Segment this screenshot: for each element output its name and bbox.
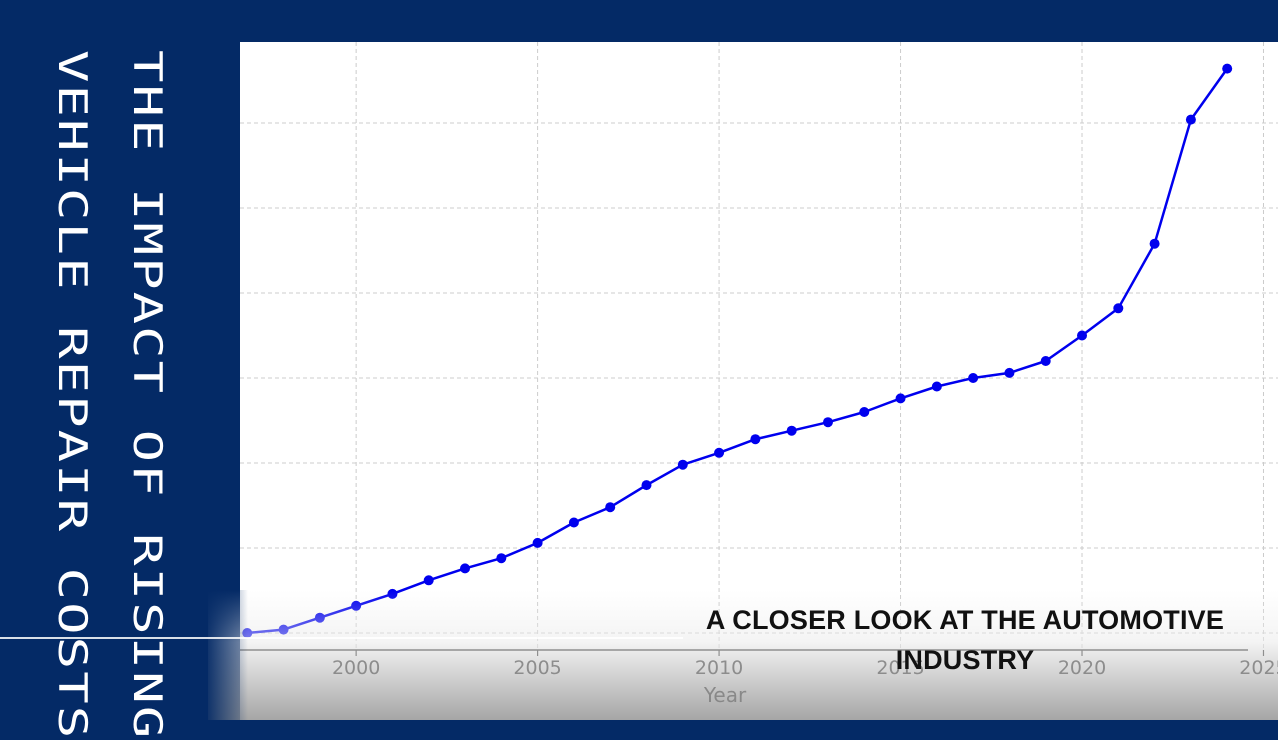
title-line-1: THE IMPACT OF RISING — [124, 50, 171, 740]
data-point-2008 — [641, 480, 652, 491]
data-point-2017 — [968, 373, 979, 383]
data-point-2016 — [931, 381, 942, 392]
x-tick-label-2025: 2025 — [1239, 657, 1278, 679]
data-point-2010 — [714, 447, 725, 458]
data-point-1999 — [314, 612, 325, 623]
data-point-2023 — [1185, 114, 1196, 125]
data-point-2020 — [1077, 330, 1088, 341]
data-point-2012 — [786, 425, 797, 436]
x-tick-label-2005: 2005 — [513, 657, 561, 679]
data-point-2002 — [423, 575, 434, 586]
data-point-2006 — [568, 517, 579, 528]
x-axis-label: Year — [703, 683, 747, 707]
data-point-2001 — [387, 588, 398, 599]
data-point-2024 — [1222, 63, 1233, 74]
series-line — [247, 67, 1229, 635]
data-point-2018 — [1004, 367, 1015, 378]
vertical-title: THE IMPACT OF RISING VEHICLE REPAIR COST… — [22, 50, 197, 740]
data-point-2003 — [460, 563, 471, 574]
data-point-2007 — [605, 502, 616, 513]
subtitle: A CLOSER LOOK AT THE AUTOMOTIVE INDUSTRY — [705, 605, 1225, 675]
data-point-2011 — [750, 434, 761, 445]
data-point-2004 — [496, 553, 507, 564]
data-point-2000 — [351, 600, 362, 611]
data-point-2009 — [677, 459, 688, 470]
data-point-2013 — [822, 417, 833, 428]
data-point-2019 — [1040, 356, 1051, 366]
data-point-1998 — [278, 624, 289, 635]
data-point-2021 — [1113, 303, 1124, 314]
x-tick-label-2000: 2000 — [332, 657, 380, 679]
left-banner — [0, 0, 240, 720]
data-point-2005 — [532, 537, 543, 548]
title-line-2: VEHICLE REPAIR COSTS — [49, 50, 96, 740]
divider-line — [0, 637, 683, 639]
data-point-2015 — [895, 393, 906, 404]
data-point-2014 — [859, 407, 870, 417]
data-point-2022 — [1149, 238, 1160, 249]
